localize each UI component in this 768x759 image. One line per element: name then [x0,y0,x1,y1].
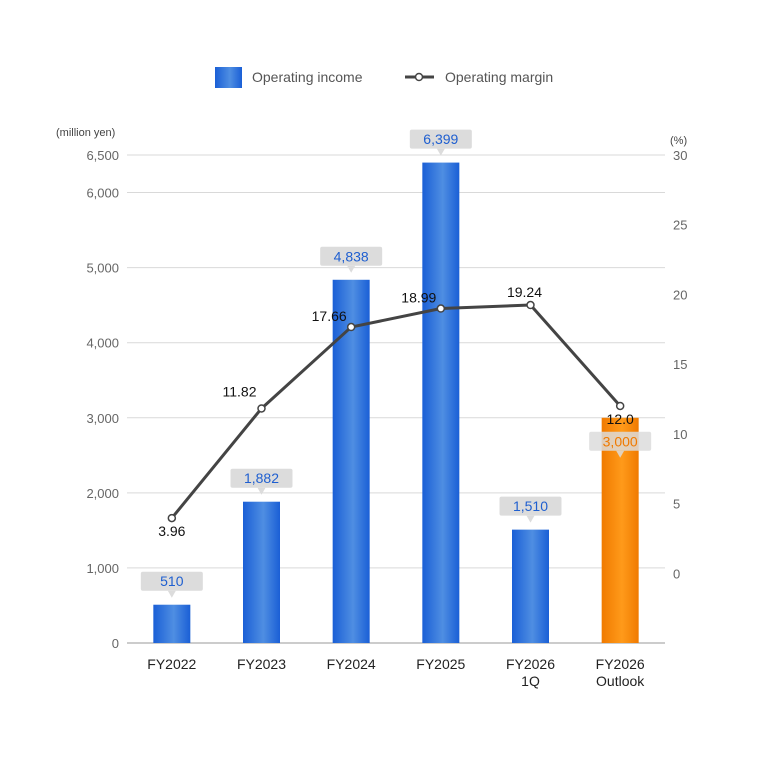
margin-value-label: 11.82 [223,383,257,399]
left-tick-label: 5,000 [86,261,119,276]
right-tick-label: 0 [673,566,680,581]
legend-income-swatch [215,67,242,88]
legend-margin-label: Operating margin [445,69,553,85]
right-tick-label: 10 [673,427,687,442]
bar-label-pointer [257,487,266,495]
bar-value-label: 6,399 [423,131,458,147]
left-tick-label: 1,000 [86,561,119,576]
bar-label-pointer [347,265,356,273]
category-label: FY2026 1Q [506,656,555,689]
right-tick-label: 30 [673,148,687,163]
bar-label-pointer [167,590,176,598]
left-tick-label: 0 [112,636,119,651]
income-bar-label: 4,838 [320,246,383,273]
left-tick-label: 6,000 [86,186,119,201]
bar-label-box [320,246,383,266]
margin-polyline [170,303,622,520]
grid [127,154,665,644]
left-axis-unit: (million yen) [56,127,115,139]
margin-point [615,401,625,411]
income-bar-label: 6,399 [409,129,472,156]
income-bar [153,604,191,643]
right-tick-label: 15 [673,357,687,372]
margin-point [167,513,177,523]
bar-label-box [589,431,652,451]
income-bar-label: 1,882 [230,468,293,495]
margin-value-label: 12.0 [607,411,634,427]
bar-value-label: 3,000 [603,433,638,449]
category-label: FY2022 [147,656,196,672]
income-bar-label: 3,000 [589,431,652,458]
bar-value-label: 4,838 [334,248,369,264]
income-bar [332,279,370,643]
right-axis-ticks: 0 5 10 15 20 25 30 [673,148,687,581]
margin-point [257,404,266,413]
income-bar [512,529,549,643]
income-bar [422,162,460,643]
bar-value-label: 1,882 [244,470,279,486]
income-bar-label: 1,510 [499,496,562,523]
bar-label-box [409,129,472,149]
category-label: FY2023 [237,656,286,672]
category-label: FY2025 [416,656,465,672]
left-axis-ticks: 0 1,000 2,000 3,000 4,000 5,000 6,000 6,500 [86,148,119,651]
left-tick-label: 2,000 [86,486,119,501]
bar-labels: 510 1,882 4,838 6,399 1,510 3,000 [140,129,652,598]
right-tick-label: 25 [673,218,687,233]
bar-label-pointer [616,450,625,458]
margin-line: 3.96 11.82 17.66 18.99 19.24 12.0 [158,284,634,539]
margin-value-label: 19.24 [507,284,542,300]
margin-point [526,300,535,310]
bar-label-box [230,468,293,488]
margin-value-label: 3.96 [158,523,185,539]
bar-value-label: 1,510 [513,498,548,514]
legend: Operating income Operating margin [215,67,553,88]
bar-value-label: 510 [160,573,184,589]
bar-label-box [140,571,203,591]
income-bar-label: 510 [140,571,203,598]
bar-label-box [499,496,562,516]
legend-income-label: Operating income [252,69,363,85]
margin-point [346,322,356,332]
category-label: FY2024 [327,656,376,672]
left-tick-label: 3,000 [86,411,119,426]
category-labels: FY2022 FY2023 FY2024 FY2025 FY2026 1Q FY2026 Ou… [147,656,645,689]
left-tick-label: 4,000 [86,336,119,351]
category-label: FY2026 Outlook [596,656,646,689]
right-axis-unit: (%) [670,135,687,147]
income-bar [243,501,280,643]
bar-label-pointer [436,148,445,156]
right-tick-label: 5 [673,497,680,512]
bars [153,162,639,643]
left-tick-label: 6,500 [86,148,119,163]
margin-value-label: 17.66 [312,308,347,324]
legend-margin-marker [414,72,424,82]
bar-label-pointer [526,515,535,523]
margin-point [436,304,446,313]
margin-value-label: 18.99 [401,290,436,306]
right-tick-label: 20 [673,287,687,302]
